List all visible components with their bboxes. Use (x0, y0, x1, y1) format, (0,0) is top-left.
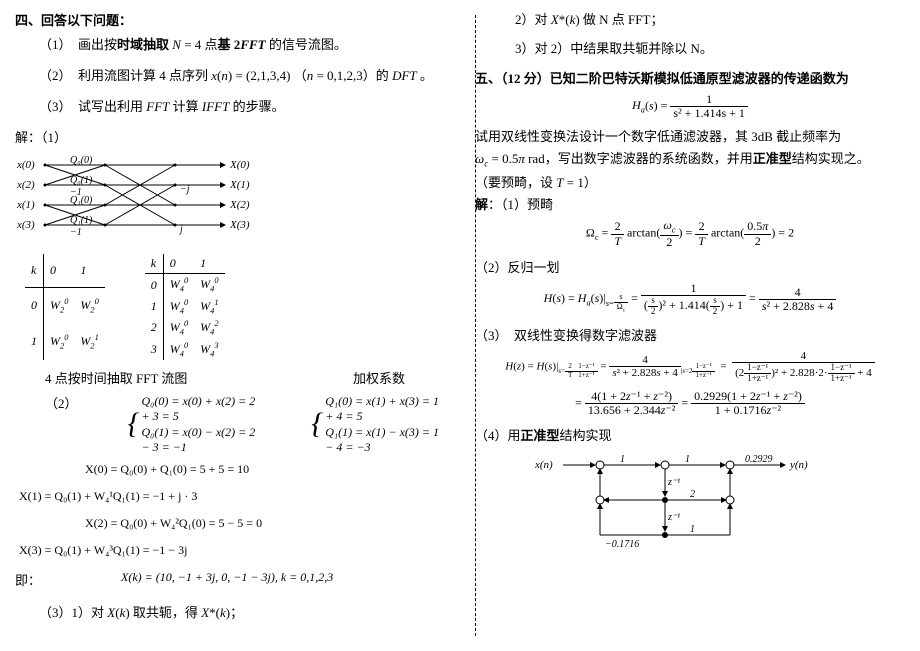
omega-c-eq: Ωc = 2T arctan(ωc2) = 2T arctan(0.5π2) =… (475, 219, 905, 249)
svg-text:Q₁(1): Q₁(1) (70, 215, 93, 226)
caption-row: 4 点按时间抽取 FFT 流图 加权系数 (45, 368, 405, 387)
caption-left: 4 点按时间抽取 FFT 流图 (45, 368, 187, 387)
x1-eq: X(1) = Q₀(1) + W₄¹Q₁(1) = −1 + j · 3 (19, 489, 445, 504)
svg-text:1: 1 (685, 454, 690, 465)
brace-group-q1: { Q₁(0) = x(1) + x(3) = 1 + 4 = 5 Q₁(1) … (311, 393, 445, 456)
desc-line2: ωc = 0.5π rad，写出数字滤波器的系统函数，并用正准型结构实现之。 (475, 148, 905, 172)
q2: （2） 利用流图计算 4 点序列 x(n) = (2,1,3,4) （n = 0… (39, 66, 445, 87)
svg-text:x(0): x(0) (16, 159, 35, 171)
step3: （3） 双线性变换得数字滤波器 (475, 325, 905, 344)
caption-right: 加权系数 (353, 368, 405, 387)
filter-structure-diagram: x(n) 1 1 0.2929 y(n) z⁻¹ 2 z⁻¹ (535, 450, 905, 554)
svg-text:1: 1 (620, 454, 625, 465)
q1-1-eq: Q₁(1) = x(1) − x(3) = 1 − 4 = −3 (325, 425, 445, 455)
hint: （要预畸，设 T = 1） (475, 172, 905, 194)
svg-text:0.2929: 0.2929 (745, 454, 773, 465)
svg-text:z⁻¹: z⁻¹ (667, 512, 680, 523)
answer-label-5: 解：（1）预畸 (475, 194, 905, 213)
twiddle-table-2: k01 0W40W40 1W40W41 2W40W42 3W40W43 (145, 254, 225, 360)
ha-formula: Ha(s) = 1s² + 1.414s + 1 (475, 93, 905, 120)
svg-text:X(1): X(1) (229, 179, 250, 191)
hz-eq1: H(z) = H(s)|s=2T1−z⁻¹1+z⁻¹ = 4s² + 2.828… (475, 350, 905, 384)
answer-1-label: 解：（1） (15, 127, 445, 146)
x2-eq: X(2) = Q₀(0) + W₄²Q₁(0) = 5 − 5 = 0 (85, 516, 445, 531)
q1-0-eq: Q₁(0) = x(1) + x(3) = 1 + 4 = 5 (325, 394, 445, 424)
step2: （2）反归一划 (475, 257, 905, 276)
ji-label: 即： (15, 570, 41, 589)
svg-text:X(3): X(3) (229, 219, 250, 231)
svg-text:X(2): X(2) (229, 199, 250, 211)
x0-eq: X(0) = Q₀(0) + Q₁(0) = 5 + 5 = 10 (85, 462, 445, 477)
desc-line1: 试用双线性变换法设计一个数字低通滤波器，其 3dB 截止频率为 (475, 126, 905, 148)
svg-text:x(2): x(2) (16, 179, 35, 191)
step4: （4）用正准型结构实现 (475, 425, 905, 444)
x3-eq: X(3) = Q₀(1) + W₄³Q₁(1) = −1 − 3j (19, 543, 445, 558)
q3: （3） 试写出利用 FFT 计算 IFFT 的步骤。 (39, 97, 445, 118)
svg-text:x(n): x(n) (535, 459, 553, 471)
answer-2-label: （2） (45, 393, 78, 456)
answer-3-step2: 2）对 X*(k) 做 N 点 FFT； (515, 10, 905, 31)
svg-text:y(n): y(n) (789, 459, 808, 471)
answer-3-step1: （3）1）对 X(k) 取共轭，得 X*(k)； (39, 603, 445, 624)
svg-text:x(3): x(3) (16, 219, 35, 231)
svg-text:2: 2 (690, 489, 695, 500)
q0-0-eq: Q₀(0) = x(0) + x(2) = 2 + 3 = 5 (142, 394, 262, 424)
svg-text:Q₀(1): Q₀(1) (70, 175, 93, 186)
svg-text:Q₀(0): Q₀(0) (70, 155, 93, 166)
butterfly-diagram: x(0) x(2) x(1) x(3) Q₀(0) Q₀(1) Q₁(0) Q₁… (15, 152, 445, 246)
svg-text:−1: −1 (70, 227, 82, 238)
svg-text:1: 1 (690, 524, 695, 535)
svg-text:−j: −j (180, 184, 190, 195)
answer-3-step3: 3）对 2）中结果取共轭并除以 N。 (515, 39, 905, 60)
brace-group-q0: { Q₀(0) = x(0) + x(2) = 2 + 3 = 5 Q₀(1) … (128, 393, 262, 456)
q1: （1） 画出按时域抽取 N = 4 点基 2FFT 的信号流图。 (39, 35, 445, 56)
section-5-title: 五、（12 分）已知二阶巴特沃斯模拟低通原型滤波器的传递函数为 (475, 68, 905, 87)
hs-eq: H(s) = Ha(s)|s=sΩc = 1(s2)² + 1.414(s2) … (475, 282, 905, 317)
svg-text:x(1): x(1) (16, 199, 35, 211)
xk-result: X(k) = (10, −1 + 3j, 0, −1 − 3j), k = 0,… (121, 570, 333, 589)
answer-2-braces: （2） { Q₀(0) = x(0) + x(2) = 2 + 3 = 5 Q₀… (45, 393, 445, 456)
twiddle-table-1: k01 0W20W20 1W20W21 (25, 254, 105, 360)
svg-text:−1: −1 (70, 187, 82, 198)
twiddle-tables: k01 0W20W20 1W20W21 k01 0W40W40 1W40W41 … (25, 254, 445, 360)
svg-text:z⁻¹: z⁻¹ (667, 477, 680, 488)
hz-eq2: = 4(1 + 2z⁻¹ + z⁻²)13.656 + 2.344z⁻² = 0… (475, 390, 905, 417)
svg-text:−0.1716: −0.1716 (605, 539, 639, 550)
section-4-title: 四、回答以下问题： (15, 10, 445, 29)
right-column: 2）对 X*(k) 做 N 点 FFT； 3）对 2）中结果取共轭并除以 N。 … (460, 0, 920, 651)
left-column: 四、回答以下问题： （1） 画出按时域抽取 N = 4 点基 2FFT 的信号流… (0, 0, 460, 651)
q0-1-eq: Q₀(1) = x(0) − x(2) = 2 − 3 = −1 (142, 425, 262, 455)
svg-text:j: j (178, 224, 183, 235)
svg-text:X(0): X(0) (229, 159, 250, 171)
